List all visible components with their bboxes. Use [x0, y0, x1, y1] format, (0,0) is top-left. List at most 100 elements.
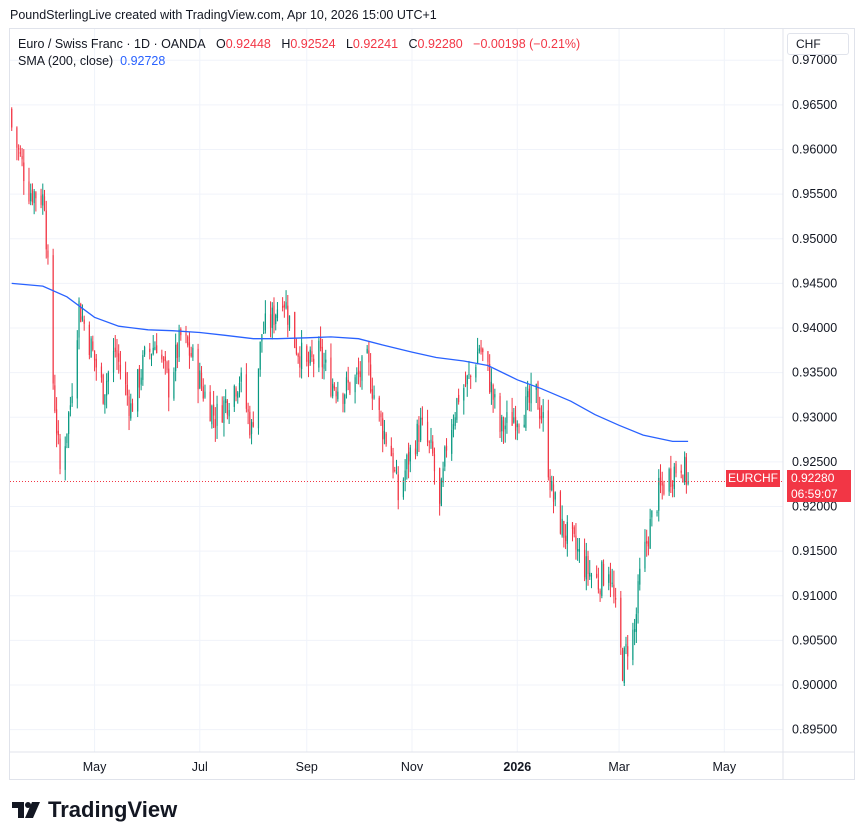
candle-body — [71, 395, 73, 404]
candle-body — [371, 389, 373, 399]
candle — [152, 335, 154, 356]
candle — [269, 301, 272, 338]
candle — [164, 350, 166, 375]
candle-body — [458, 394, 460, 403]
candle-body — [294, 311, 296, 348]
candle — [407, 442, 410, 479]
candle-body — [285, 302, 287, 309]
candle — [249, 405, 251, 439]
candle-body — [514, 416, 517, 431]
candle-body — [162, 359, 165, 361]
candle — [185, 325, 187, 344]
candle-body — [226, 400, 229, 415]
candle — [530, 372, 532, 412]
candle-body — [18, 148, 20, 150]
candle — [516, 420, 518, 441]
candle-body — [439, 468, 441, 504]
candle — [361, 355, 363, 390]
candle — [238, 376, 241, 398]
candle-body — [609, 571, 612, 587]
candle-body — [661, 482, 663, 486]
candle — [458, 388, 460, 405]
candle-body — [361, 356, 363, 381]
candle — [33, 188, 35, 215]
candle — [337, 381, 339, 402]
candle-body — [276, 309, 279, 318]
chart-frame[interactable] — [9, 28, 855, 780]
candle-body — [33, 191, 35, 204]
candle — [42, 183, 44, 215]
candle — [330, 343, 332, 398]
candle — [228, 402, 230, 424]
candle-body — [428, 441, 430, 443]
candle-body — [476, 351, 479, 365]
candle — [406, 453, 408, 480]
candle-body — [16, 127, 18, 148]
candle — [540, 405, 543, 424]
candle-body — [433, 454, 436, 472]
x-tick-label: Sep — [296, 760, 318, 774]
candle — [492, 383, 494, 413]
candle — [451, 418, 453, 461]
candle — [57, 420, 59, 445]
candle-body — [80, 303, 82, 323]
candle-body — [490, 381, 492, 393]
candle — [675, 460, 677, 478]
candle — [490, 368, 492, 405]
candle-body — [240, 372, 242, 382]
candle — [444, 445, 446, 472]
candle-body — [504, 425, 506, 430]
candle — [137, 368, 139, 418]
candle-body — [333, 385, 335, 389]
candle — [663, 480, 665, 496]
candle — [440, 477, 442, 507]
candle — [313, 354, 315, 378]
candle-body — [634, 629, 636, 632]
candle-body — [92, 341, 94, 350]
candle — [90, 336, 92, 358]
candle — [599, 588, 601, 602]
candle — [168, 360, 170, 412]
candle — [344, 393, 346, 413]
candle — [383, 419, 386, 445]
candle — [506, 400, 508, 434]
candle-body — [621, 650, 624, 681]
candle — [131, 398, 134, 412]
candle-body — [685, 457, 687, 485]
candle — [294, 311, 296, 349]
candle — [187, 335, 189, 348]
candle — [537, 380, 539, 410]
candle-body — [245, 374, 247, 409]
tradingview-logo-icon — [12, 802, 40, 818]
candle — [432, 435, 434, 457]
candle-body — [635, 614, 637, 632]
candle-body — [559, 491, 562, 534]
candle — [119, 350, 122, 380]
candle — [615, 587, 617, 608]
candle — [240, 367, 242, 393]
candle-body — [342, 394, 344, 404]
candle — [221, 396, 223, 423]
candle-body — [125, 372, 127, 385]
candle — [59, 433, 61, 475]
candle-body — [404, 470, 406, 481]
candle-body — [620, 597, 622, 648]
candle-body — [213, 404, 215, 416]
candle — [602, 559, 605, 587]
candle-body — [663, 484, 665, 494]
candle-body — [301, 342, 303, 369]
candle-body — [64, 446, 66, 470]
legend-open-label: O — [215, 37, 226, 51]
candle-body — [407, 451, 410, 465]
candle — [395, 459, 398, 475]
currency-selector[interactable]: CHF — [787, 33, 849, 55]
candle — [504, 417, 506, 443]
candle — [609, 562, 612, 598]
candle — [299, 346, 301, 378]
candle — [554, 491, 556, 507]
candle-body — [454, 417, 456, 426]
candle-body — [444, 446, 446, 467]
candle-body — [100, 366, 103, 378]
candle-body — [156, 345, 158, 354]
